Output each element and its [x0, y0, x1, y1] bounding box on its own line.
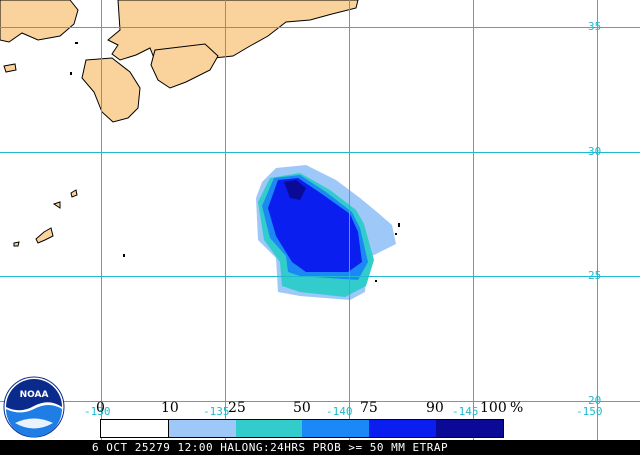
land-tsushima	[3, 63, 17, 73]
lat-label-25: 25	[588, 269, 601, 282]
legend-swatch-25-50	[235, 420, 303, 437]
legend-swatch-10-25	[168, 420, 236, 437]
legend-label-75: 75	[360, 400, 378, 416]
footer-caption-bar: 6 OCT 25279 12:00 HALONG:24HRS PROB >= 5…	[0, 440, 640, 455]
contour-75	[268, 178, 362, 272]
lat-label-35: 35	[588, 20, 601, 33]
legend-label-percent: %	[510, 400, 524, 416]
land-ryukyu-3	[35, 227, 54, 244]
legend-label-90: 90	[426, 400, 444, 416]
land-ryukyu-2	[52, 201, 61, 209]
grid-lines	[0, 0, 640, 440]
lat-label-20: 20	[588, 394, 601, 407]
lon-label-130: -130	[84, 405, 111, 418]
lon-label-135: -135	[203, 405, 230, 418]
legend-swatch-90-100	[436, 420, 503, 437]
land-honshu	[107, 0, 359, 69]
lon-label-140: -140	[326, 405, 353, 418]
land-ryukyu-4	[13, 241, 20, 247]
legend-label-100: 100	[480, 400, 507, 416]
footer-caption: 6 OCT 25279 12:00 HALONG:24HRS PROB >= 5…	[92, 441, 449, 454]
legend-color-bar	[100, 419, 504, 438]
lon-label-145: -145	[452, 405, 479, 418]
land-masses	[0, 0, 359, 247]
lat-label-30: 30	[588, 145, 601, 158]
legend-label-0: 0	[96, 400, 105, 416]
lon-label-150: -150	[576, 405, 603, 418]
land-korea	[0, 0, 79, 43]
contour-90	[284, 180, 306, 200]
land-shikoku	[150, 43, 219, 89]
legend-label-50: 50	[293, 400, 311, 416]
legend-label-25: 25	[228, 400, 246, 416]
noaa-logo-icon: NOAA	[3, 376, 65, 438]
legend-swatch-0-10	[101, 420, 169, 437]
land-ryukyu-1	[70, 189, 78, 198]
probability-contours	[256, 165, 396, 300]
legend-swatch-50-75	[302, 420, 370, 437]
noaa-logo-text: NOAA	[20, 390, 49, 400]
land-kyushu	[81, 57, 141, 123]
legend-label-10: 10	[161, 400, 179, 416]
small-islands	[70, 42, 400, 282]
legend-swatch-75-90	[369, 420, 437, 437]
